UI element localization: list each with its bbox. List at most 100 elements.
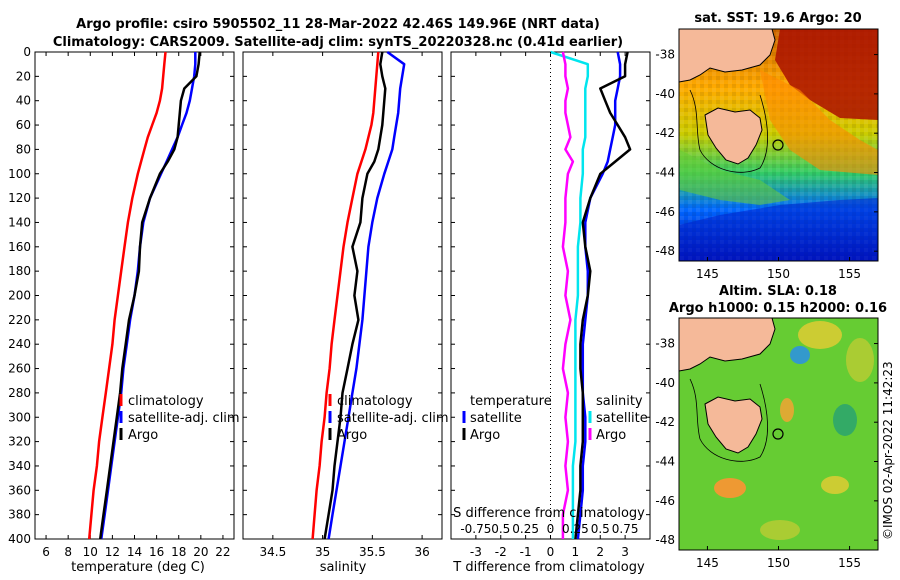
x-tick-label: 12 [105, 545, 120, 559]
sst-float-marker [772, 139, 784, 151]
y-tick-label: 60 [16, 118, 31, 132]
difference-panel: -3 -2 -1 0 1 2 3-0.75 0.5 0.25 0 0.25 0.5 0.75 [451, 50, 650, 559]
y-tick-label: 400 [8, 532, 31, 546]
sla-bathymetry-contour [689, 378, 768, 462]
map-y-tick-label: -40 [655, 376, 675, 390]
y-tick-label: 0 [23, 45, 31, 59]
series-salinity-satellite [550, 50, 590, 539]
x2-tick-label: 0.25 [562, 522, 589, 536]
y-tick-label: 340 [8, 459, 31, 473]
legend-label-climatology: climatology [337, 394, 413, 409]
x-tick-label: 35.5 [359, 545, 386, 559]
series-satellite-adj-clim [100, 52, 197, 540]
sla-high-2 [846, 338, 874, 382]
sla-map-title-line1: Altim. SLA: 0.18 [719, 284, 837, 299]
map-x-tick-label: 150 [767, 556, 790, 570]
y-tick-label: 360 [8, 483, 31, 497]
x-tick-label: 0 [547, 545, 555, 559]
y-tick-label: 260 [8, 362, 31, 376]
mainland-victoria-sla [679, 318, 776, 372]
difference-x2label: S difference from climatology [453, 506, 645, 521]
map-x-tick-label: 155 [838, 556, 861, 570]
legend-label-satellite: satellite-adj. clim [128, 411, 240, 426]
x-tick-label: 2 [596, 545, 604, 559]
temperature-panel: 0 20 40 60 80 100 120 140 160 180 200 220 240 260 280 3… [8, 45, 234, 559]
x-tick-label: 16 [149, 545, 164, 559]
x2-tick-label: 0.5 [591, 522, 610, 536]
y-tick-label: 120 [8, 191, 31, 205]
map-y-tick-label: -48 [655, 244, 675, 258]
map-y-tick-label: -44 [655, 455, 675, 469]
sla-map-axes: 145 150 155 -38 -40 -42 -44 -46 -48 [655, 337, 878, 570]
difference-panel-frame [450, 51, 651, 540]
sla-float-marker [772, 428, 784, 440]
legend-title-salinity: salinity [596, 394, 643, 409]
map-x-tick-label: 145 [696, 267, 719, 281]
difference-xlabel: T difference from climatology [452, 560, 645, 575]
difference-legend-salinity: salinity satellite Argo [588, 394, 648, 443]
y-tick-label: 240 [8, 337, 31, 351]
x-tick-label: 1 [572, 545, 580, 559]
mainland-victoria [679, 29, 776, 83]
legend-label-argo: Argo [337, 428, 367, 443]
x-tick-label: 35 [315, 545, 330, 559]
map-y-tick-label: -42 [655, 415, 675, 429]
sst-warm-eddy [775, 29, 878, 120]
x-tick-label: 22 [215, 545, 230, 559]
x-tick-label: 18 [171, 545, 186, 559]
sla-high-5 [821, 476, 849, 494]
y-tick-label: 320 [8, 435, 31, 449]
map-y-tick-label: -42 [655, 126, 675, 140]
series-satellite-adj-clim [327, 50, 406, 540]
x2-tick-label: 0.5 [491, 522, 510, 536]
map-y-tick-label: -38 [655, 48, 675, 62]
map-y-tick-label: -38 [655, 337, 675, 351]
sst-map-title: sat. SST: 19.6 Argo: 20 [694, 11, 861, 26]
sla-low-2 [833, 404, 857, 436]
series-climatology [87, 51, 167, 540]
series-salinity-argo [561, 51, 575, 539]
imos-timestamp: ©IMOS 02-Apr-2022 11:42:23 [881, 361, 895, 540]
temperature-legend: climatology satellite-adj. clim Argo [119, 394, 240, 443]
x-tick-label: 34.5 [259, 545, 286, 559]
map-y-tick-label: -46 [655, 205, 675, 219]
sla-low-1 [790, 346, 810, 364]
x2-tick-label: 0.25 [512, 522, 539, 536]
y-tick-label: 160 [8, 240, 31, 254]
legend-title-temperature: temperature [470, 394, 552, 409]
x-tick-label: -1 [520, 545, 532, 559]
map-y-tick-label: -46 [655, 494, 675, 508]
x-tick-label: 8 [64, 545, 72, 559]
figure-title-line1: Argo profile: csiro 5905502_11 28-Mar-20… [76, 17, 600, 32]
x-tick-label: 20 [193, 545, 208, 559]
x2-tick-label: 0.75 [612, 522, 639, 536]
map-x-tick-label: 145 [696, 556, 719, 570]
tasmania-land-sla [704, 396, 763, 454]
sst-orange-band [760, 70, 878, 175]
y-tick-label: 300 [8, 410, 31, 424]
y-tick-label: 200 [8, 289, 31, 303]
y-tick-label: 100 [8, 167, 31, 181]
sla-high-4 [714, 478, 746, 498]
difference-legend-temperature: temperature satellite Argo [462, 394, 552, 443]
x-tick-label: 3 [621, 545, 629, 559]
sst-green-patch [680, 150, 790, 205]
y-tick-label: 140 [8, 215, 31, 229]
x2-tick-label: -0.75 [460, 522, 491, 536]
y-tick-label: 220 [8, 313, 31, 327]
legend-label-climatology: climatology [128, 394, 204, 409]
sst-bathymetry-contour [689, 89, 768, 173]
y-tick-label: 80 [16, 142, 31, 156]
legend-label-t-argo: Argo [470, 428, 500, 443]
map-y-tick-label: -40 [655, 87, 675, 101]
salinity-panel-frame [242, 51, 443, 540]
x-tick-label: 14 [127, 545, 142, 559]
series-climatology [311, 51, 380, 540]
y-tick-label: 20 [16, 69, 31, 83]
y-tick-label: 380 [8, 508, 31, 522]
x-tick-label: 6 [42, 545, 50, 559]
map-y-tick-label: -48 [655, 533, 675, 547]
x2-tick-label: 0 [547, 522, 555, 536]
y-tick-label: 180 [8, 264, 31, 278]
